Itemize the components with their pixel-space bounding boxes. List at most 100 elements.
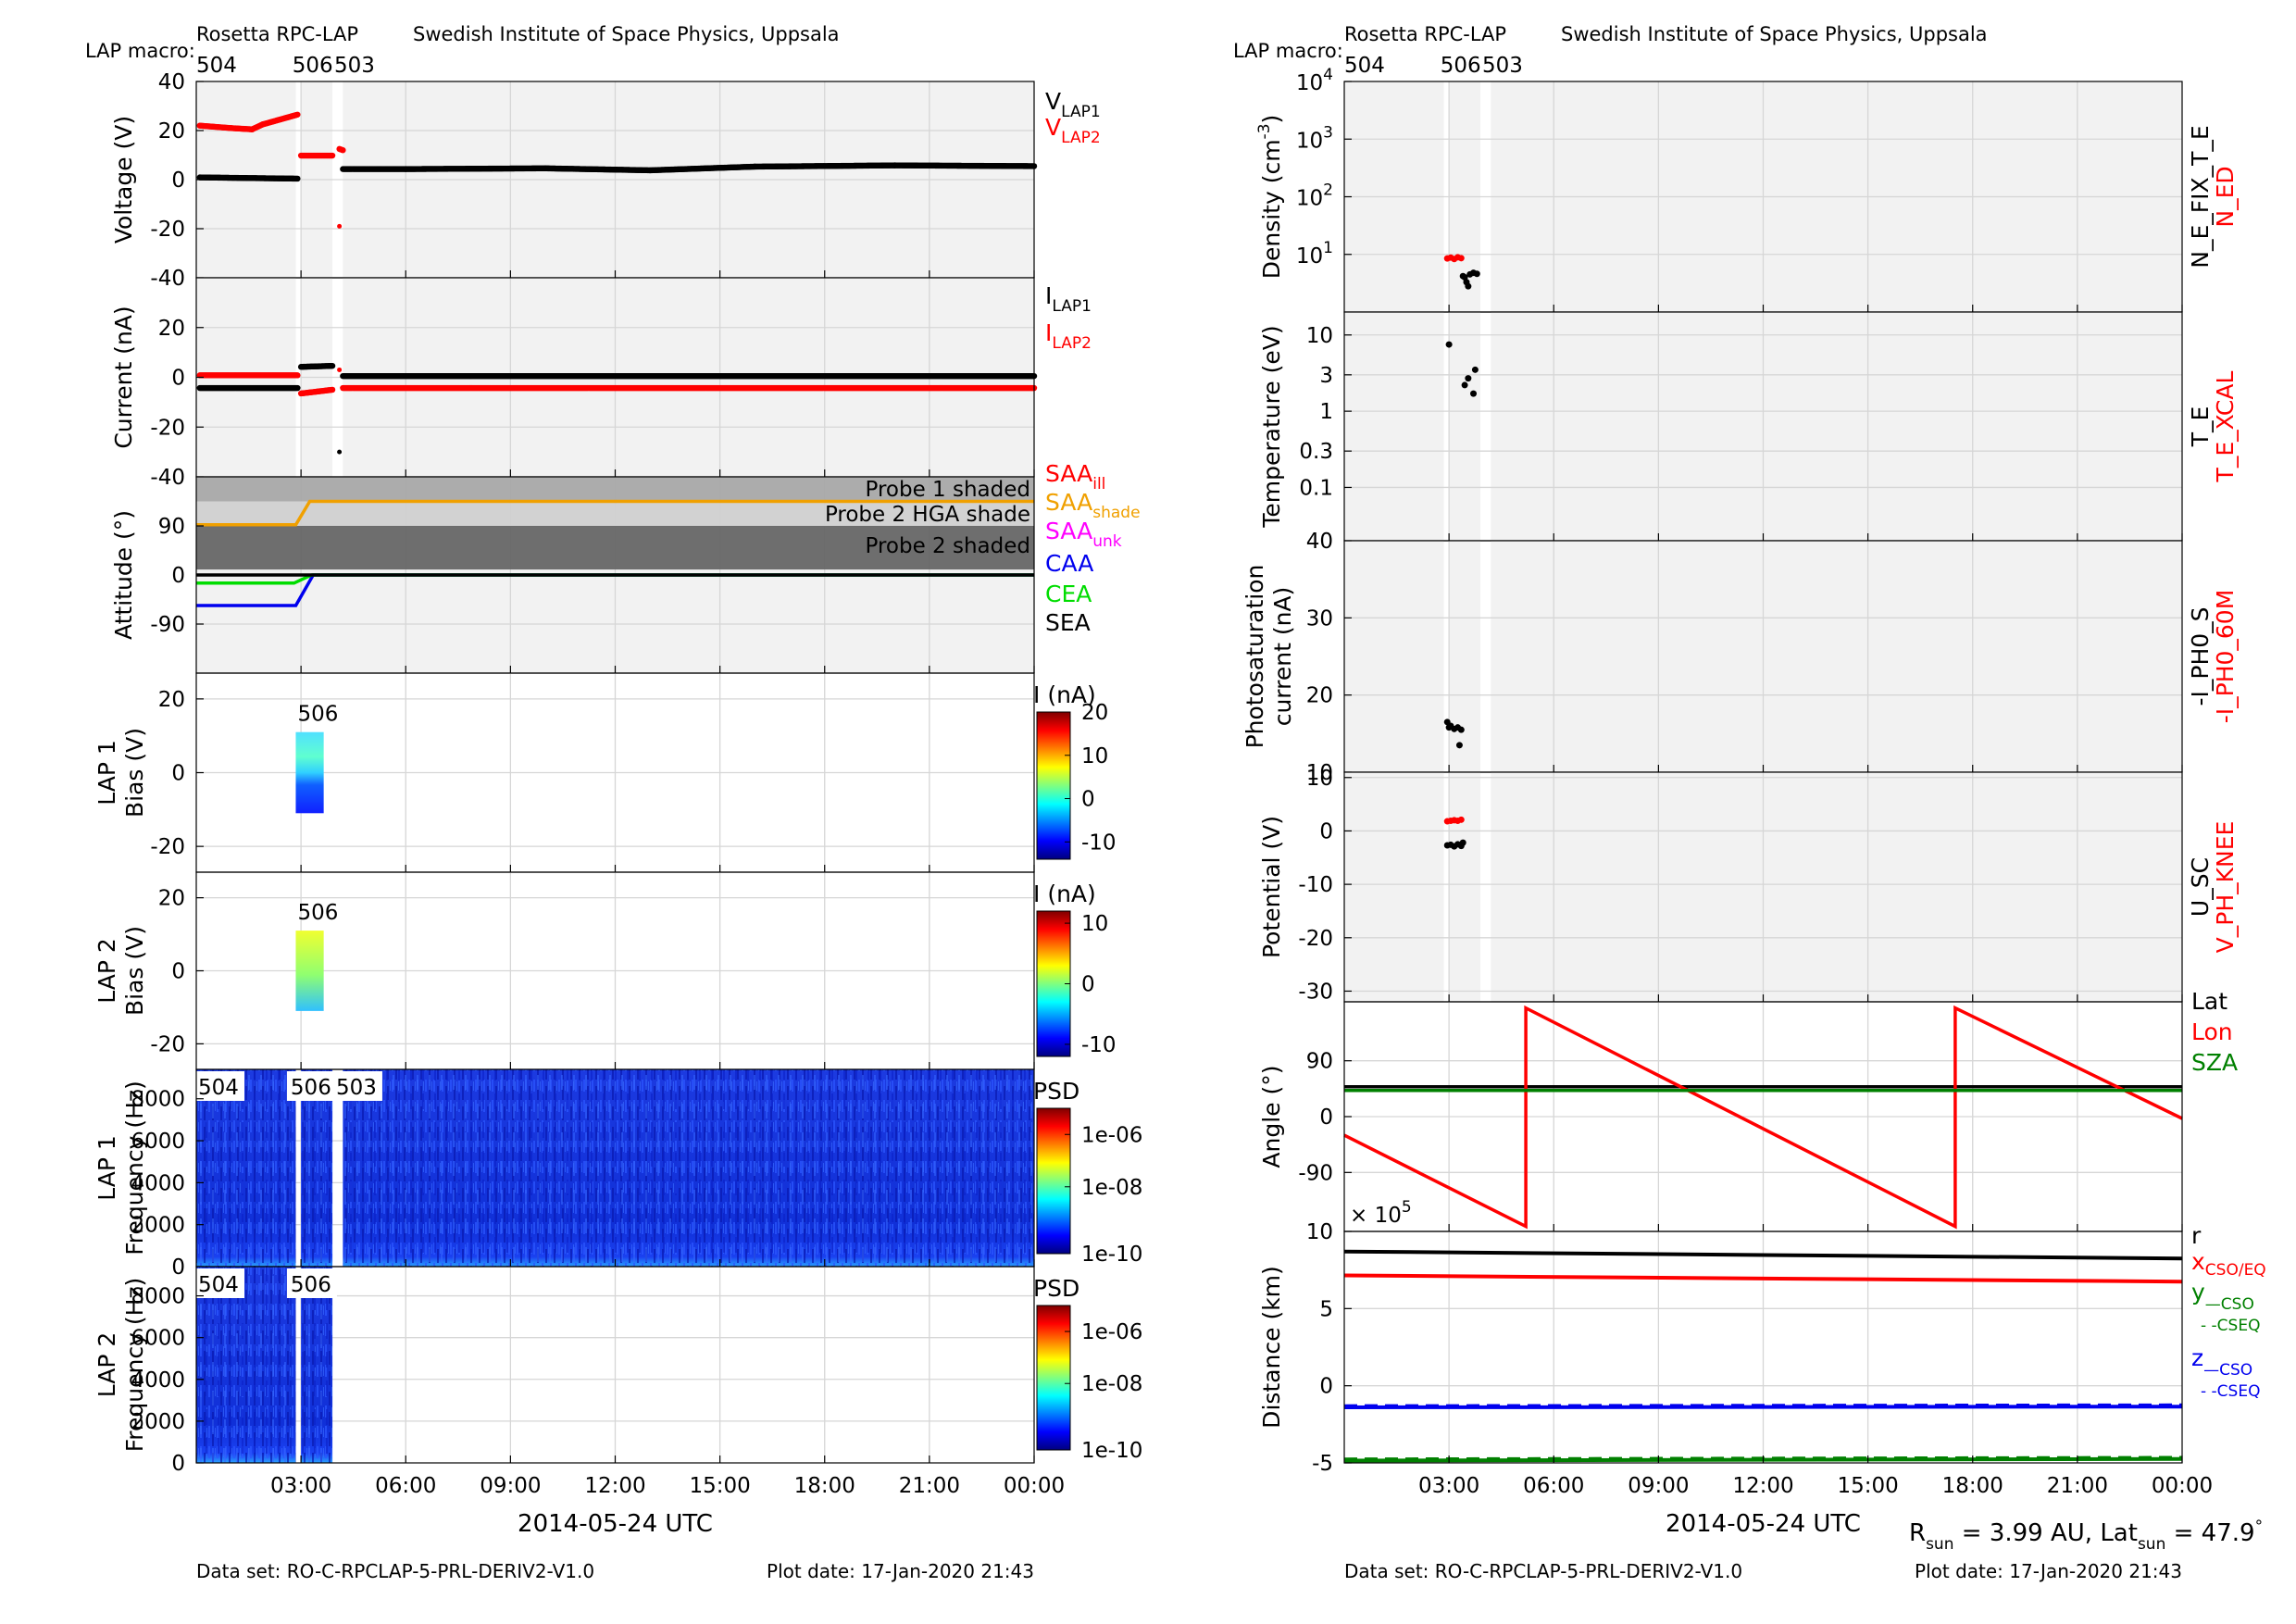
legend-vlap2: VLAP2: [1045, 114, 1101, 147]
data-point-n_e_fix_t_e: [1461, 274, 1468, 281]
x-tick-label: 09:00: [480, 1474, 541, 1498]
macro-shade: [1344, 312, 1444, 541]
y-axis-label: Distance (km): [1258, 1266, 1285, 1429]
y-axis-label: Angle (°): [1258, 1065, 1285, 1168]
data-point-t_e: [1461, 381, 1468, 389]
legend-sea: SEA: [1045, 609, 1091, 636]
macro-tag-506: 506: [291, 1076, 331, 1100]
y-tick-label: 20: [158, 119, 185, 144]
y-tick-label: 103: [1296, 123, 1333, 153]
psd-texture: [343, 1069, 1034, 1267]
y-tick-label: -20: [1298, 927, 1333, 951]
series-point-lap2: [294, 372, 301, 379]
header-macro-504: 504: [196, 54, 237, 78]
y-tick-label: 8000: [131, 1285, 185, 1309]
colorbar-tick-label: 0: [1081, 973, 1095, 997]
bias-sweep-block: [295, 931, 324, 1011]
colorbar-tick-label: 0: [1081, 788, 1095, 812]
series-point-lap2: [294, 111, 301, 118]
header-institute: Swedish Institute of Space Physics, Upps…: [1561, 23, 1988, 45]
legend-vlap1: VLAP1: [1045, 88, 1101, 121]
y-tick-label: -90: [1298, 1161, 1333, 1185]
x-tick-label: 06:00: [1523, 1474, 1584, 1498]
series-line-lon: [1343, 1005, 2183, 1230]
y-tick-label: 30: [1306, 606, 1333, 631]
y-tick-label: 90: [158, 515, 185, 539]
legend-y-cseq: - -CSEQ: [2201, 1317, 2260, 1335]
y-axis-label: Current (nA): [110, 306, 137, 448]
y-tick-label: -40: [150, 466, 185, 490]
colorbar: [1036, 1107, 1071, 1255]
y-axis-label: Potential (V): [1258, 816, 1285, 958]
y-tick-label: 0: [171, 564, 185, 588]
y-tick-label: -90: [150, 613, 185, 637]
header-macro-503: 503: [334, 54, 375, 78]
x-tick-label: 06:00: [375, 1474, 436, 1498]
header-macro-506: 506: [293, 54, 333, 78]
psd-texture: [301, 1267, 333, 1463]
y-tick-label: 0: [1319, 819, 1333, 843]
legend-cea: CEA: [1045, 581, 1092, 607]
y-tick-label: -40: [150, 267, 185, 291]
y-tick-label: 40: [1306, 530, 1333, 554]
macro-shade: [1491, 312, 2182, 541]
legend-v_ph_knee: V_PH_KNEE: [2212, 821, 2239, 954]
legend-ilap1: ILAP1: [1045, 282, 1092, 316]
y-axis-label: Frequency (Hz): [121, 1278, 148, 1453]
data-point-n_ed: [1457, 255, 1465, 262]
x-tick-label: 15:00: [689, 1474, 750, 1498]
series-point-lap1: [294, 175, 301, 182]
series-point-lap2: [329, 386, 336, 394]
series-point-lap2: [337, 367, 343, 372]
macro-shade: [1344, 541, 1444, 772]
x-tick-label: 00:00: [2152, 1474, 2213, 1498]
data-point-t_e: [1465, 375, 1472, 382]
legend--i_ph0_s: -I_PH0_S: [2187, 606, 2214, 706]
x-tick-label: 15:00: [1837, 1474, 1898, 1498]
x-tick-label: 18:00: [1942, 1474, 2003, 1498]
psd-texture: [196, 1267, 296, 1463]
macro-tag-504: 504: [198, 1273, 239, 1297]
legend-saaill: SAAill: [1045, 460, 1105, 493]
y-tick-label: 3: [1319, 364, 1333, 388]
data-point-t_e: [1470, 390, 1478, 397]
macro-tag-bg: [286, 1071, 337, 1101]
legend-lat: Lat: [2191, 988, 2227, 1015]
y-tick-label: -20: [150, 835, 185, 859]
data-point--i_ph0_s: [1457, 726, 1465, 733]
header-macro-label: LAP macro:: [85, 40, 195, 62]
y-multiplier: × 105: [1350, 1198, 1412, 1228]
colorbar-tick-label: -10: [1081, 1033, 1117, 1057]
y-axis-label: Bias (V): [121, 728, 148, 818]
x-tick-label: 12:00: [1732, 1474, 1793, 1498]
y-axis-label: LAP 2: [94, 938, 120, 1004]
x-tick-label: 03:00: [270, 1474, 331, 1498]
legend-saaunk: SAAunk: [1045, 518, 1122, 551]
data-point-v_ph_knee: [1457, 816, 1465, 823]
y-axis-label: Temperature (eV): [1258, 325, 1285, 528]
shade-band: [196, 477, 1034, 502]
y-tick-label: 90: [1306, 1050, 1333, 1074]
y-axis-label: LAP 1: [94, 1135, 120, 1201]
header-instrument: Rosetta RPC-LAP: [196, 23, 358, 45]
macro-shade: [1449, 312, 1481, 541]
y-tick-label: 1: [1319, 400, 1333, 424]
colorbar-label: PSD: [1033, 1275, 1079, 1302]
y-axis-label: Photosaturation: [1242, 565, 1268, 749]
series-point-lap2: [337, 223, 343, 229]
x-tick-label: 03:00: [1418, 1474, 1479, 1498]
y-tick-label: 0.1: [1299, 476, 1333, 500]
y-axis-label: Attitude (°): [110, 510, 137, 640]
psd-texture: [301, 1069, 333, 1267]
series-line-saa: [196, 499, 1034, 527]
series-point-lap2: [340, 147, 346, 154]
band-label-probe2: Probe 2 shaded: [866, 534, 1031, 558]
y-axis-label: current (nA): [1269, 587, 1296, 727]
legend-n_ed: N_ED: [2212, 166, 2239, 227]
x-tick-label: 00:00: [1004, 1474, 1065, 1498]
y-axis-label: Density (cm-3): [1255, 115, 1285, 280]
legend-lon: Lon: [2191, 1018, 2233, 1045]
y-tick-label: 20: [158, 688, 185, 712]
band-label-probe1: Probe 1 shaded: [866, 478, 1031, 502]
header-macro-503: 503: [1482, 54, 1523, 78]
